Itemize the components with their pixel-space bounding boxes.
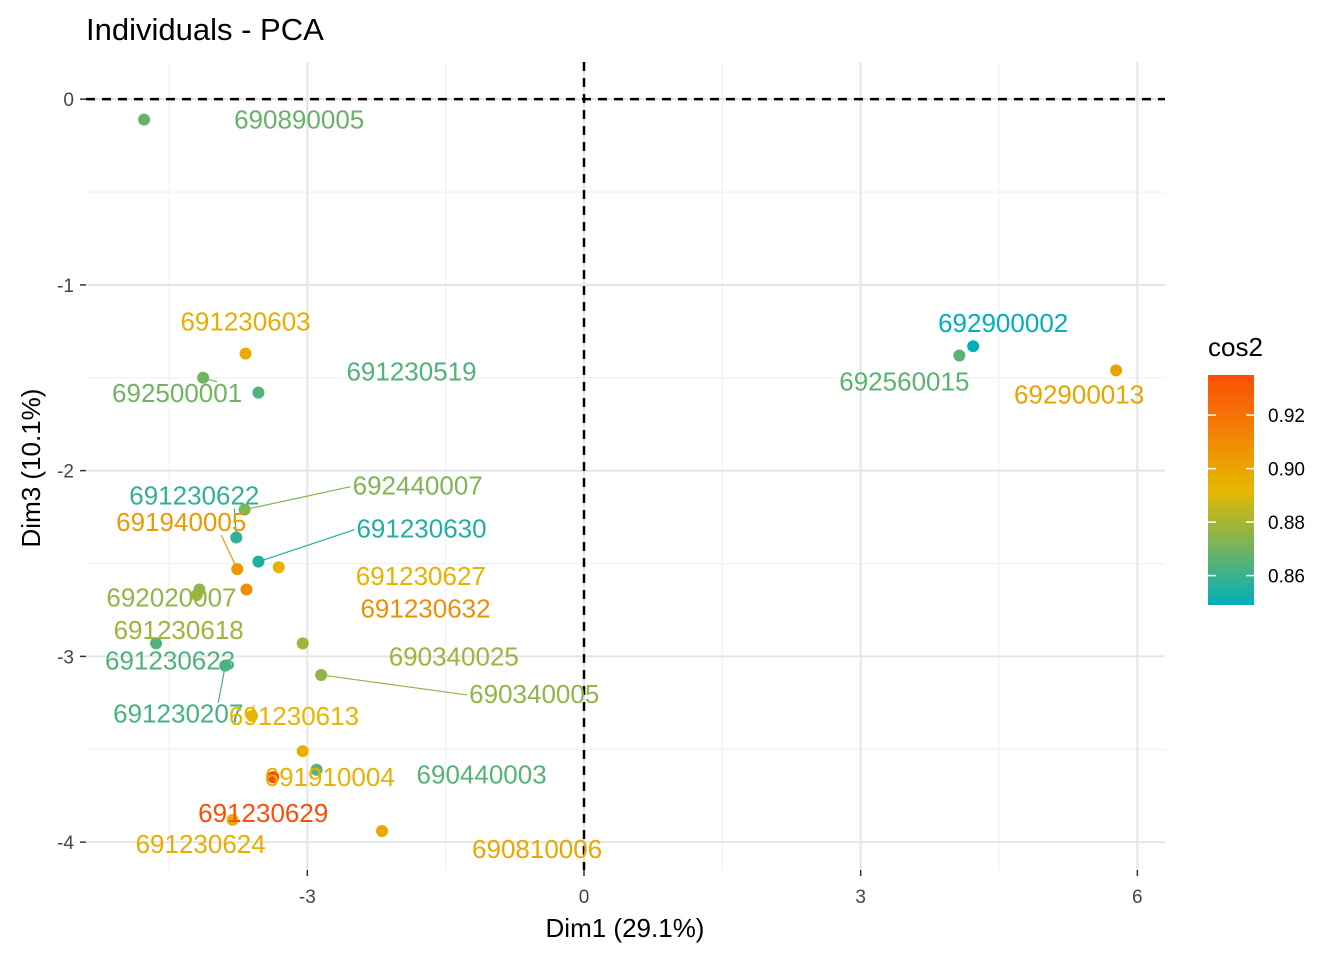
point-label: 691230630 <box>356 514 486 544</box>
point-label: 691230603 <box>180 307 310 337</box>
data-point <box>246 709 258 722</box>
label-connector <box>244 486 351 511</box>
data-point <box>310 763 323 776</box>
y-tick-label: -2 <box>57 462 74 483</box>
data-point <box>197 371 210 384</box>
point-label: 691230618 <box>114 615 244 645</box>
point-label: 691230623 <box>105 645 235 675</box>
data-point <box>252 386 265 399</box>
data-point <box>239 347 252 360</box>
point-label: 690810006 <box>472 834 602 864</box>
point-label: 691230632 <box>360 594 490 624</box>
point-label: 690340025 <box>389 641 519 671</box>
data-point <box>953 349 966 362</box>
y-tick-label: -1 <box>57 276 74 297</box>
point-label: 691230624 <box>136 829 266 859</box>
data-point <box>252 555 265 568</box>
points <box>138 113 1123 837</box>
point-label: 692500001 <box>112 378 242 408</box>
point-label: 692440007 <box>353 471 483 501</box>
point-label: 690890005 <box>234 105 364 135</box>
point-labels: 690890005 691230603 691230519 692500001 6912… <box>105 105 1144 864</box>
label-connector <box>258 529 355 563</box>
data-point <box>267 771 280 784</box>
point-label: 691230613 <box>229 701 359 731</box>
legend: cos2 0.86 0.88 0.90 0.92 <box>1208 332 1305 605</box>
reference-lines <box>86 62 1165 870</box>
y-tick-label: -4 <box>57 833 74 854</box>
point-label: 692900002 <box>938 308 1068 338</box>
x-tick-label: -3 <box>299 887 316 908</box>
data-point <box>190 589 203 602</box>
label-connector <box>217 665 226 703</box>
legend-tick-label: 0.86 <box>1268 567 1305 588</box>
x-tick-label: 0 <box>579 887 590 908</box>
legend-tick-label: 0.92 <box>1268 406 1305 427</box>
point-label: 692020007 <box>106 583 236 613</box>
legend-title: cos2 <box>1208 332 1263 362</box>
data-point <box>238 503 251 516</box>
y-tick-label: 0 <box>63 90 74 111</box>
x-tick-label: 3 <box>855 887 866 908</box>
data-point <box>1110 364 1123 377</box>
point-label: 691230207 <box>113 699 243 729</box>
point-label: 691910004 <box>265 762 395 792</box>
data-point <box>226 813 239 826</box>
x-tick-label: 6 <box>1132 887 1143 908</box>
point-label: 690440003 <box>417 760 547 790</box>
data-point <box>296 637 309 650</box>
point-label: 692560015 <box>839 366 969 396</box>
chart-title: Individuals - PCA <box>86 12 324 47</box>
y-tick-label: -3 <box>57 647 74 668</box>
data-point <box>231 563 244 576</box>
point-label: 692900013 <box>1014 379 1144 409</box>
point-label: 691230622 <box>129 481 259 511</box>
grid <box>86 62 1165 870</box>
data-point <box>967 340 980 353</box>
data-point <box>376 824 389 837</box>
point-label: 691230627 <box>356 561 486 591</box>
data-point <box>272 561 285 574</box>
y-axis-title: Dim3 (10.1%) <box>16 389 46 548</box>
legend-tick-label: 0.88 <box>1268 513 1305 534</box>
label-connector <box>220 534 238 570</box>
x-axis-title: Dim1 (29.1%) <box>546 913 705 943</box>
data-point <box>230 531 243 544</box>
data-point <box>315 668 328 681</box>
point-label: 691230629 <box>198 798 328 828</box>
legend-colorbar <box>1208 375 1254 605</box>
data-point <box>219 659 232 672</box>
axes: -3 0 3 6 0 -1 -2 -3 -4 <box>57 90 1143 908</box>
data-point <box>150 637 163 650</box>
point-label: 691230519 <box>346 357 476 387</box>
label-connector <box>321 674 468 696</box>
point-label: 690340005 <box>469 679 599 709</box>
point-label: 691940005 <box>116 507 246 537</box>
data-point <box>240 583 253 596</box>
legend-tick-label: 0.90 <box>1268 460 1305 481</box>
data-point <box>296 745 309 758</box>
data-point <box>138 113 151 126</box>
